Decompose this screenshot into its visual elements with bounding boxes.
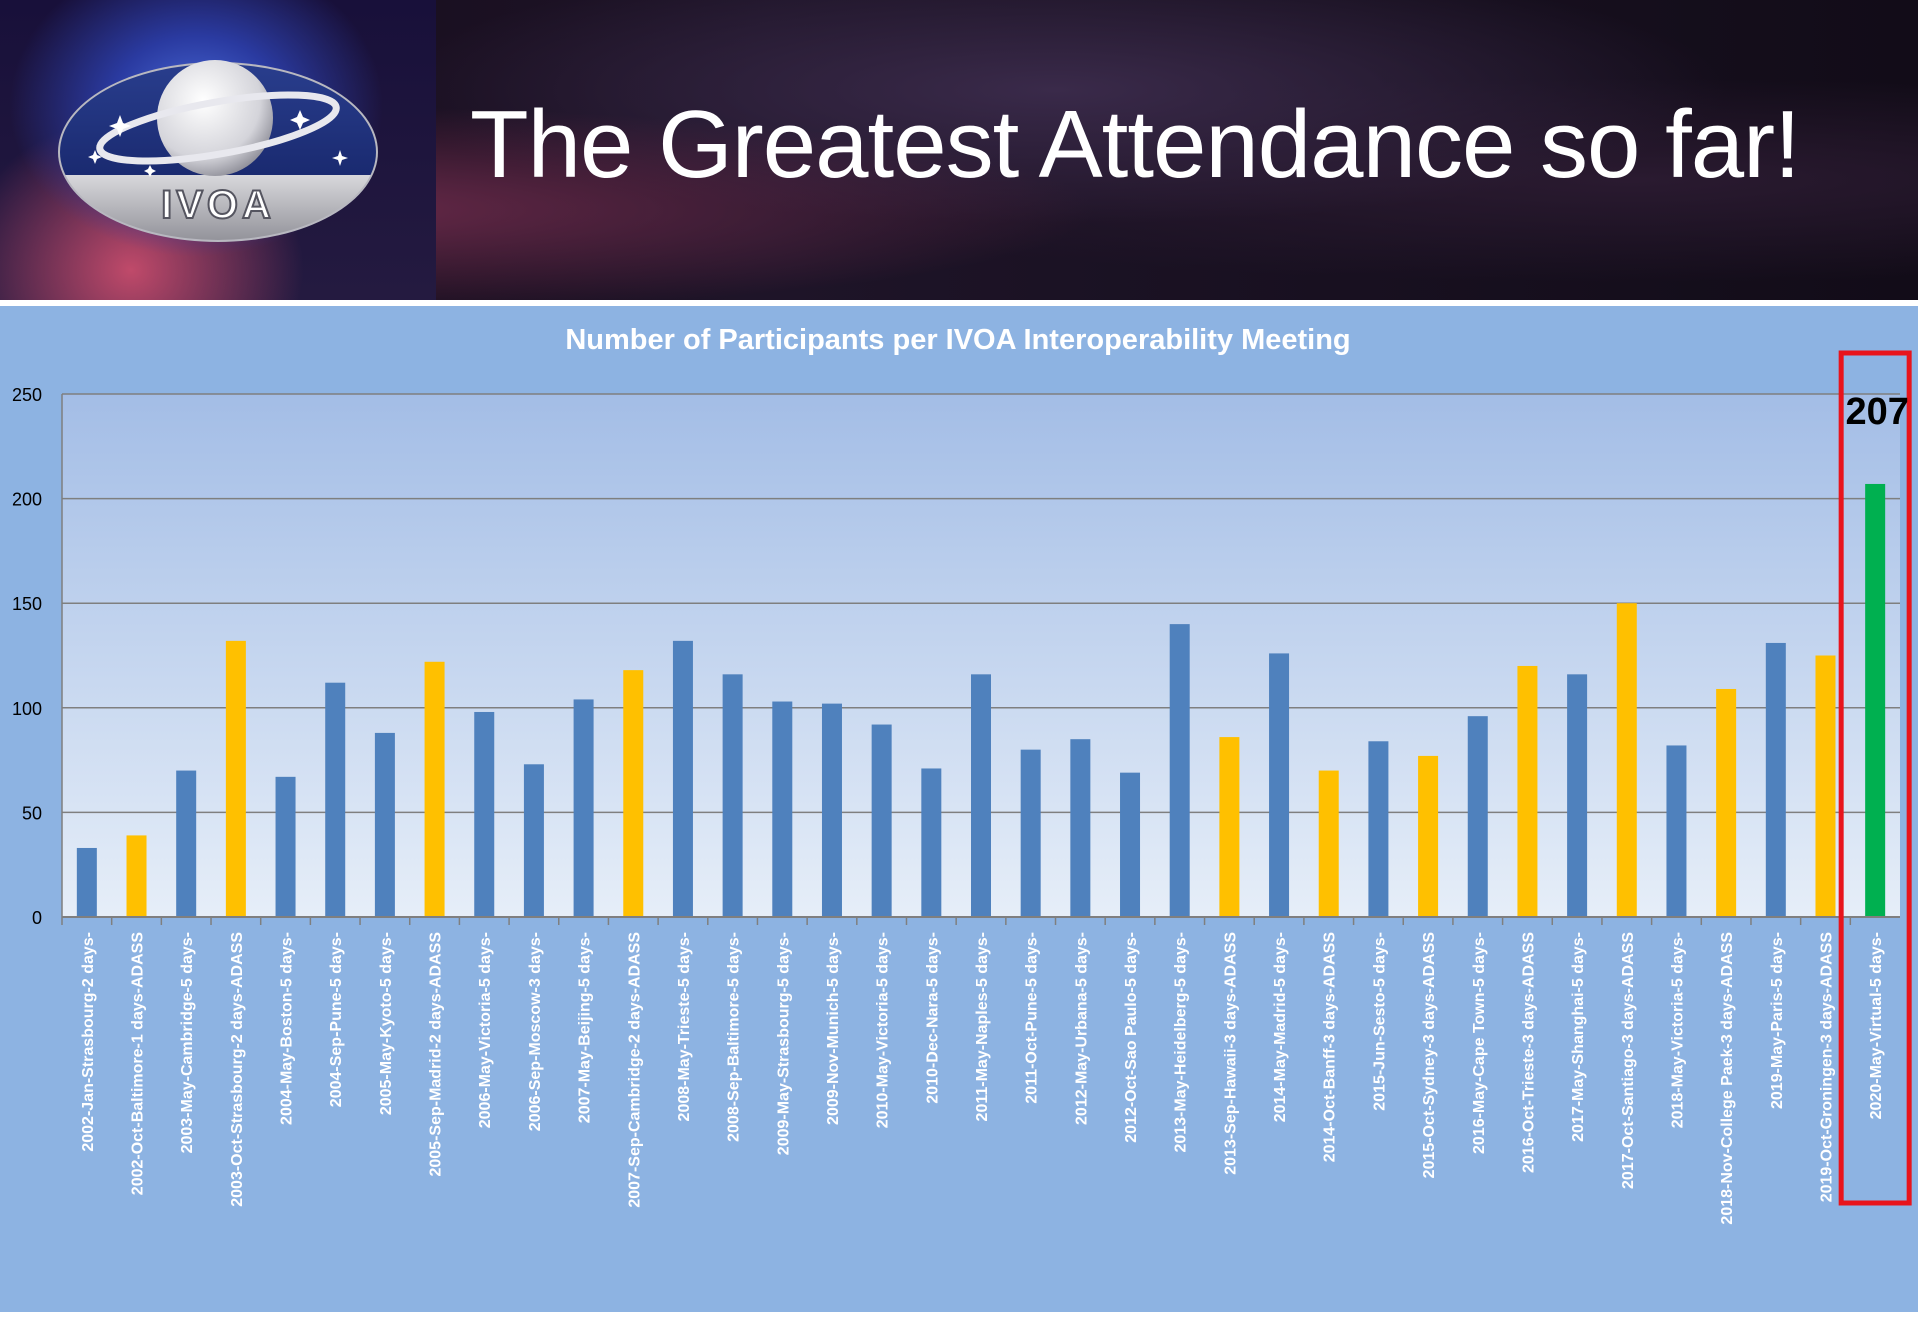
x-tick-label: 2003-Oct-Strasbourg-2 days-ADASS	[229, 932, 246, 1207]
bar	[275, 776, 296, 917]
bar	[1070, 739, 1091, 917]
bar	[1169, 624, 1190, 917]
bar	[1666, 745, 1687, 917]
bar	[1467, 716, 1488, 917]
bar	[1815, 655, 1836, 917]
x-tick-label: 2008-May-Trieste-5 days-	[676, 932, 693, 1121]
bar	[176, 770, 197, 917]
bar	[1020, 749, 1041, 917]
chart-area: Number of Participants per IVOA Interope…	[0, 306, 1918, 1312]
x-tick-label: 2010-Dec-Nara-5 days-	[924, 932, 941, 1104]
bar	[76, 847, 97, 917]
bar	[1765, 642, 1786, 917]
x-tick-label: 2017-Oct-Santiago-3 days-ADASS	[1620, 932, 1637, 1189]
x-tick-label: 2002-Jan-Strasbourg-2 days-	[80, 932, 97, 1152]
highlight-box	[1838, 350, 1912, 1206]
x-tick-label: 2009-Nov-Munich-5 days-	[825, 932, 842, 1125]
bar	[623, 670, 644, 917]
bar	[921, 768, 942, 917]
bar	[1865, 483, 1886, 917]
logo-panel: IVOA	[0, 0, 436, 300]
bar	[1517, 665, 1538, 917]
data-label-207: 207	[1845, 391, 1908, 433]
bar	[1120, 772, 1141, 917]
x-tick-label: 2014-May-Madrid-5 days-	[1272, 932, 1289, 1122]
x-tick-label: 2013-Sep-Hawaii-3 days-ADASS	[1222, 932, 1239, 1175]
participants-bar-chart: Number of Participants per IVOA Interope…	[12, 324, 1912, 1225]
y-tick-label: 100	[12, 699, 42, 719]
bar	[772, 701, 793, 917]
x-tick-label: 2006-Sep-Moscow-3 days-	[527, 932, 544, 1131]
x-tick-label: 2018-May-Victoria-5 days-	[1669, 932, 1686, 1128]
x-tick-label: 2002-Oct-Baltimore-1 days-ADASS	[130, 932, 147, 1196]
x-tick-label: 2006-May-Victoria-5 days-	[477, 932, 494, 1128]
bar	[871, 724, 892, 917]
x-tick-label: 2005-May-Kyoto-5 days-	[378, 932, 395, 1115]
x-tick-label: 2014-Oct-Banff-3 days-ADASS	[1322, 932, 1339, 1163]
x-tick-label: 2003-May-Cambridge-5 days-	[179, 932, 196, 1153]
x-tick-label: 2012-Oct-Sao Paulo-5 days-	[1123, 932, 1140, 1143]
x-tick-label: 2015-Jun-Sesto-5 days-	[1371, 932, 1388, 1111]
y-tick-label: 50	[22, 803, 42, 823]
bar	[225, 640, 246, 917]
bar	[325, 682, 346, 917]
bar	[573, 699, 594, 917]
bar	[672, 640, 693, 917]
x-tick-label: 2007-May-Beijing-5 days-	[577, 932, 594, 1123]
bar	[126, 835, 147, 917]
bar	[1716, 688, 1737, 917]
bar	[1219, 737, 1240, 917]
x-tick-label: 2004-May-Boston-5 days-	[279, 932, 296, 1125]
x-tick-label: 2020-May-Virtual-5 days-	[1868, 932, 1885, 1119]
y-tick-label: 200	[12, 490, 42, 510]
x-tick-label: 2019-Oct-Groningen-3 days-ADASS	[1818, 932, 1835, 1203]
x-tick-label: 2009-May-Strasbourg-5 days-	[775, 932, 792, 1155]
y-tick-label: 0	[32, 908, 42, 928]
star-icons	[88, 110, 348, 177]
x-tick-label: 2018-Nov-College Paek-3 days-ADASS	[1719, 932, 1736, 1225]
bar	[1269, 653, 1290, 917]
bar	[1318, 770, 1339, 917]
bar	[1418, 755, 1439, 917]
x-tick-label: 2012-May-Urbana-5 days-	[1073, 932, 1090, 1125]
bar	[1567, 674, 1588, 917]
bar	[821, 703, 842, 917]
slide-title: The Greatest Attendance so far!	[470, 91, 1801, 198]
bar	[424, 661, 445, 917]
slide-header: IVOA The Greatest Attendance so far!	[0, 0, 1918, 300]
bar	[722, 674, 743, 917]
bar	[1616, 603, 1637, 917]
chart-title: Number of Participants per IVOA Interope…	[565, 324, 1350, 356]
x-tick-label: 2013-May-Heidelberg-5 days-	[1173, 932, 1190, 1153]
bar	[1368, 741, 1389, 917]
x-tick-label: 2007-Sep-Cambridge-2 days-ADASS	[626, 932, 643, 1208]
bar	[523, 764, 544, 917]
bar	[474, 711, 495, 917]
x-tick-label: 2015-Oct-Sydney-3 days-ADASS	[1421, 932, 1438, 1179]
y-tick-label: 150	[12, 594, 42, 614]
x-tick-label: 2008-Sep-Baltimore-5 days-	[726, 932, 743, 1142]
x-tick-label: 2011-May-Naples-5 days-	[974, 932, 991, 1121]
bar	[374, 732, 395, 917]
logo-text: IVOA	[161, 183, 275, 227]
x-tick-label: 2017-May-Shanghai-5 days-	[1570, 932, 1587, 1142]
y-tick-label: 250	[12, 385, 42, 405]
x-tick-label: 2010-May-Victoria-5 days-	[875, 932, 892, 1128]
x-tick-label: 2016-Oct-Trieste-3 days-ADASS	[1520, 932, 1537, 1173]
x-tick-label: 2019-May-Paris-5 days-	[1769, 932, 1786, 1109]
x-tick-label: 2011-Oct-Pune-5 days-	[1024, 932, 1041, 1104]
x-tick-label: 2016-May-Cape Town-5 days-	[1471, 932, 1488, 1154]
bar	[971, 674, 991, 917]
ivoa-logo: IVOA	[58, 60, 378, 242]
x-tick-label: 2004-Sep-Pune-5 days-	[328, 932, 345, 1107]
x-tick-label: 2005-Sep-Madrid-2 days-ADASS	[428, 932, 445, 1177]
